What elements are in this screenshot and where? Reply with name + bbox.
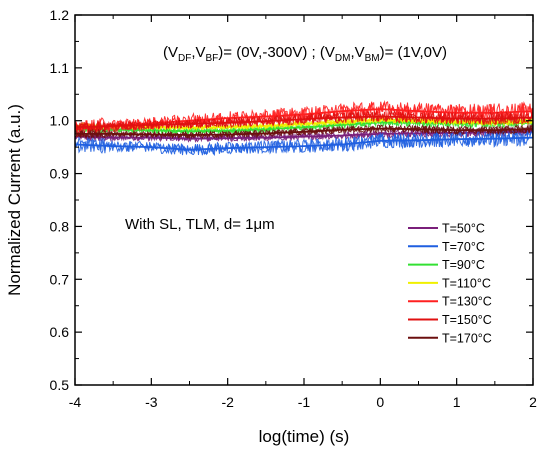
y-tick-label: 0.7 bbox=[50, 271, 70, 287]
x-tick-label: 0 bbox=[376, 394, 384, 410]
legend-label: T=70°C bbox=[442, 240, 485, 254]
y-tick-label: 0.5 bbox=[50, 377, 70, 393]
x-tick-label: -4 bbox=[69, 394, 82, 410]
series-T=150°C bbox=[74, 110, 534, 134]
bias-text-2: ,V bbox=[191, 44, 205, 61]
bias-sub-bf: BF bbox=[206, 53, 219, 64]
series-layer bbox=[74, 99, 534, 157]
legend-label: T=110°C bbox=[442, 276, 491, 290]
plot-frame bbox=[74, 14, 534, 386]
y-tick-label: 0.6 bbox=[50, 324, 70, 340]
y-tick-label: 1.1 bbox=[50, 60, 70, 76]
legend-label: T=170°C bbox=[442, 331, 492, 345]
x-tick-label: -3 bbox=[145, 394, 158, 410]
series-line bbox=[74, 129, 534, 156]
series-T=170°C bbox=[74, 123, 534, 140]
series-line bbox=[74, 129, 534, 157]
bias-text-3: )= (0V,-300V) ; (V bbox=[218, 44, 335, 61]
legend: T=50°C T=70°C T=90°C T=110°C T=130°C T=150°C T… bbox=[408, 222, 492, 345]
y-tick-label: 0.9 bbox=[50, 166, 70, 182]
bias-text-1: (V bbox=[163, 44, 178, 61]
legend-label: T=150°C bbox=[442, 313, 492, 327]
legend-label: T=130°C bbox=[442, 295, 492, 309]
bias-text-5: )= (1V,0V) bbox=[380, 44, 447, 61]
legend-label: T=90°C bbox=[442, 258, 485, 272]
axis-ticks bbox=[74, 14, 534, 386]
y-tick-label: 1.2 bbox=[50, 7, 70, 23]
series-trend-line bbox=[74, 136, 534, 151]
bias-text-4: ,V bbox=[350, 44, 364, 61]
bias-condition-annotation: (VDF,VBF)= (0V,-300V) ; (VDM,VBM)= (1V,0… bbox=[163, 44, 447, 64]
series-trend-line bbox=[75, 127, 534, 136]
bias-sub-bm: BM bbox=[365, 53, 380, 64]
y-tick-label: 0.8 bbox=[50, 218, 70, 234]
series-T=70°C bbox=[74, 129, 534, 157]
series-line bbox=[74, 110, 534, 134]
bias-sub-df: DF bbox=[178, 53, 191, 64]
series-trend-line bbox=[74, 115, 534, 128]
sample-annotation: With SL, TLM, d= 1μm bbox=[125, 216, 275, 233]
y-tick-label: 1.0 bbox=[50, 113, 70, 129]
x-tick-label: -2 bbox=[221, 394, 234, 410]
legend-label: T=50°C bbox=[442, 222, 485, 236]
x-axis-title: log(time) (s) bbox=[259, 427, 350, 446]
bias-sub-dm: DM bbox=[335, 53, 351, 64]
tick-labels: -4 -3 -2 -1 0 1 2 0.5 0.6 0.7 0.8 0.9 1.0 1.1 1.2 bbox=[50, 7, 538, 410]
x-tick-label: 1 bbox=[453, 394, 461, 410]
x-tick-label: 2 bbox=[529, 394, 537, 410]
x-tick-label: -1 bbox=[298, 394, 311, 410]
y-axis-title: Normalized Current (a.u.) bbox=[5, 104, 24, 296]
